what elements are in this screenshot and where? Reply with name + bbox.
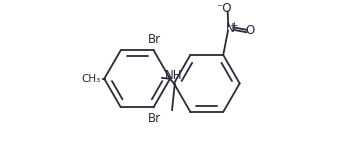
Text: NH: NH xyxy=(165,69,183,82)
Text: N: N xyxy=(226,22,235,35)
Text: CH₃: CH₃ xyxy=(81,74,101,84)
Text: Br: Br xyxy=(148,33,161,46)
Text: O: O xyxy=(246,24,255,38)
Text: Br: Br xyxy=(148,112,161,125)
Text: +: + xyxy=(230,21,239,31)
Text: ⁻O: ⁻O xyxy=(216,2,232,15)
